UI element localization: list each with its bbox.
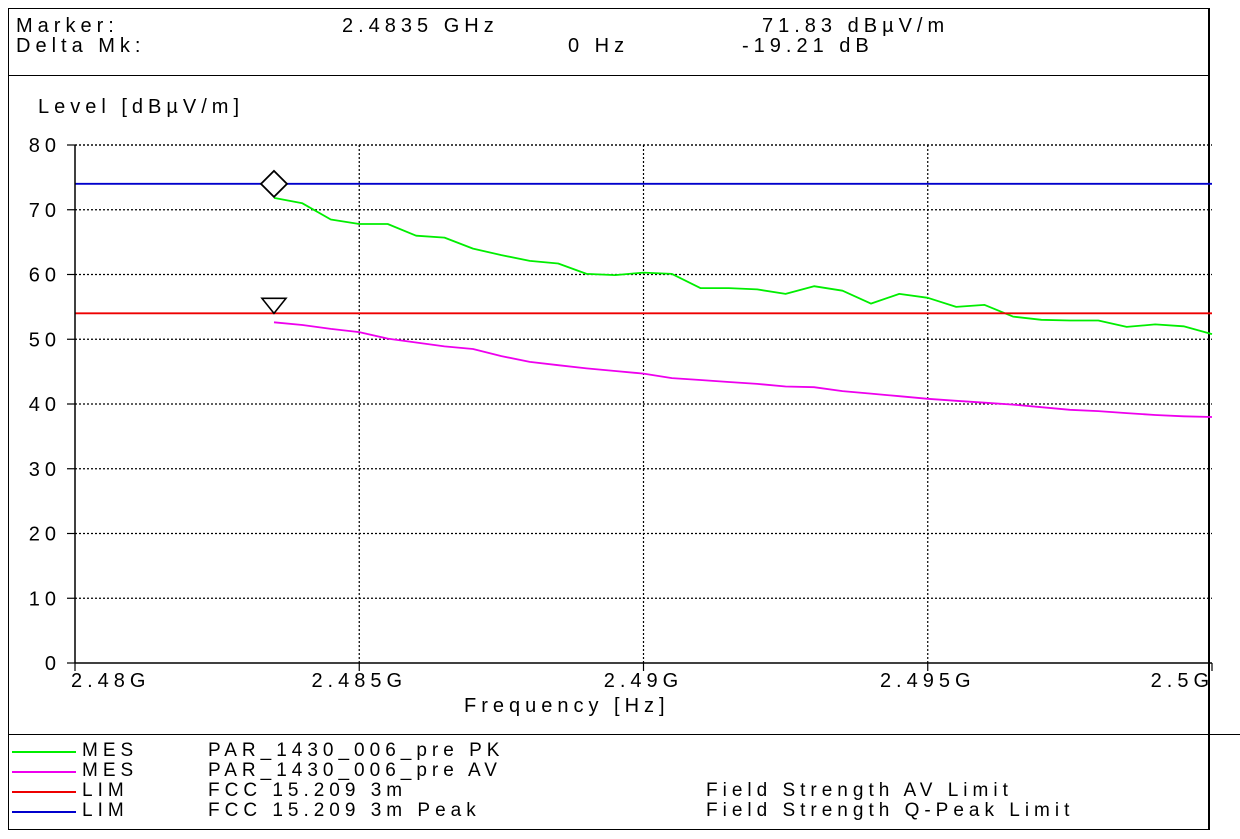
legend-series-name: FCC 15.209 3m: [208, 780, 408, 801]
legend-kind: LIM: [82, 780, 129, 801]
y-tick-label: 10: [29, 588, 61, 610]
y-tick-label: 30: [29, 459, 61, 481]
y-tick-label: 60: [29, 265, 61, 287]
marker-frequency: 2.4835 GHz: [342, 15, 499, 37]
legend-series-name: PAR_1430_006_pre PK: [208, 740, 505, 761]
legend-series-name: FCC 15.209 3m Peak: [208, 800, 481, 821]
x-tick-label: 2.485G: [311, 670, 407, 692]
x-tick-label: 2.495G: [880, 670, 976, 692]
marker-level: 71.83 dBµV/m: [762, 15, 950, 37]
marker-label: Marker:: [16, 15, 119, 37]
legend-swatch: [12, 751, 76, 753]
x-tick-label: 2.49G: [604, 670, 683, 692]
marker-diamond: [259, 169, 289, 199]
legend-divider: [8, 734, 1240, 735]
delta-marker-frequency: 0 Hz: [568, 35, 630, 57]
legend-swatch: [12, 771, 76, 773]
axes: [67, 144, 1213, 671]
series-lines: [75, 182, 1213, 418]
y-tick-label: 0: [45, 653, 61, 675]
legend-description: Field Strength Q-Peak Limit: [706, 800, 1075, 821]
report-frame: [8, 8, 1210, 830]
marker-triangle-down: [260, 297, 288, 315]
legend-description: Field Strength AV Limit: [706, 780, 1013, 801]
series-line-2: [273, 321, 1213, 418]
header-divider: [8, 75, 1210, 76]
x-tick-label: 2.5G: [1151, 670, 1214, 692]
delta-marker-label: Delta Mk:: [16, 35, 146, 57]
x-axis-title: Frequency [Hz]: [464, 695, 670, 717]
legend-series-name: PAR_1430_006_pre AV: [208, 760, 502, 781]
spectrum-plot: 0 10 20 30 40 50 60 70 80 2.48G 2.485G 2.49G 2.495G 2…: [29, 135, 1214, 692]
y-axis-title: Level [dBµV/m]: [38, 96, 245, 118]
y-tick-label: 70: [29, 200, 61, 222]
y-tick-label: 20: [29, 524, 61, 546]
delta-marker-level: -19.21 dB: [742, 35, 874, 57]
y-tick-label: 40: [29, 394, 61, 416]
series-line-1: [273, 197, 1213, 335]
legend-kind: MES: [82, 760, 139, 781]
x-tick-label: 2.48G: [71, 670, 150, 692]
legend-kind: MES: [82, 740, 139, 761]
y-tick-label: 80: [29, 135, 61, 157]
legend-swatch: [12, 811, 76, 813]
tick-labels: 0 10 20 30 40 50 60 70 80 2.48G 2.485G 2.49G 2.495G 2…: [29, 135, 1214, 692]
legend-swatch: [12, 791, 76, 793]
markers: [259, 169, 289, 315]
grid: [75, 144, 1212, 663]
y-tick-label: 50: [29, 329, 61, 351]
legend-kind: LIM: [82, 800, 129, 821]
